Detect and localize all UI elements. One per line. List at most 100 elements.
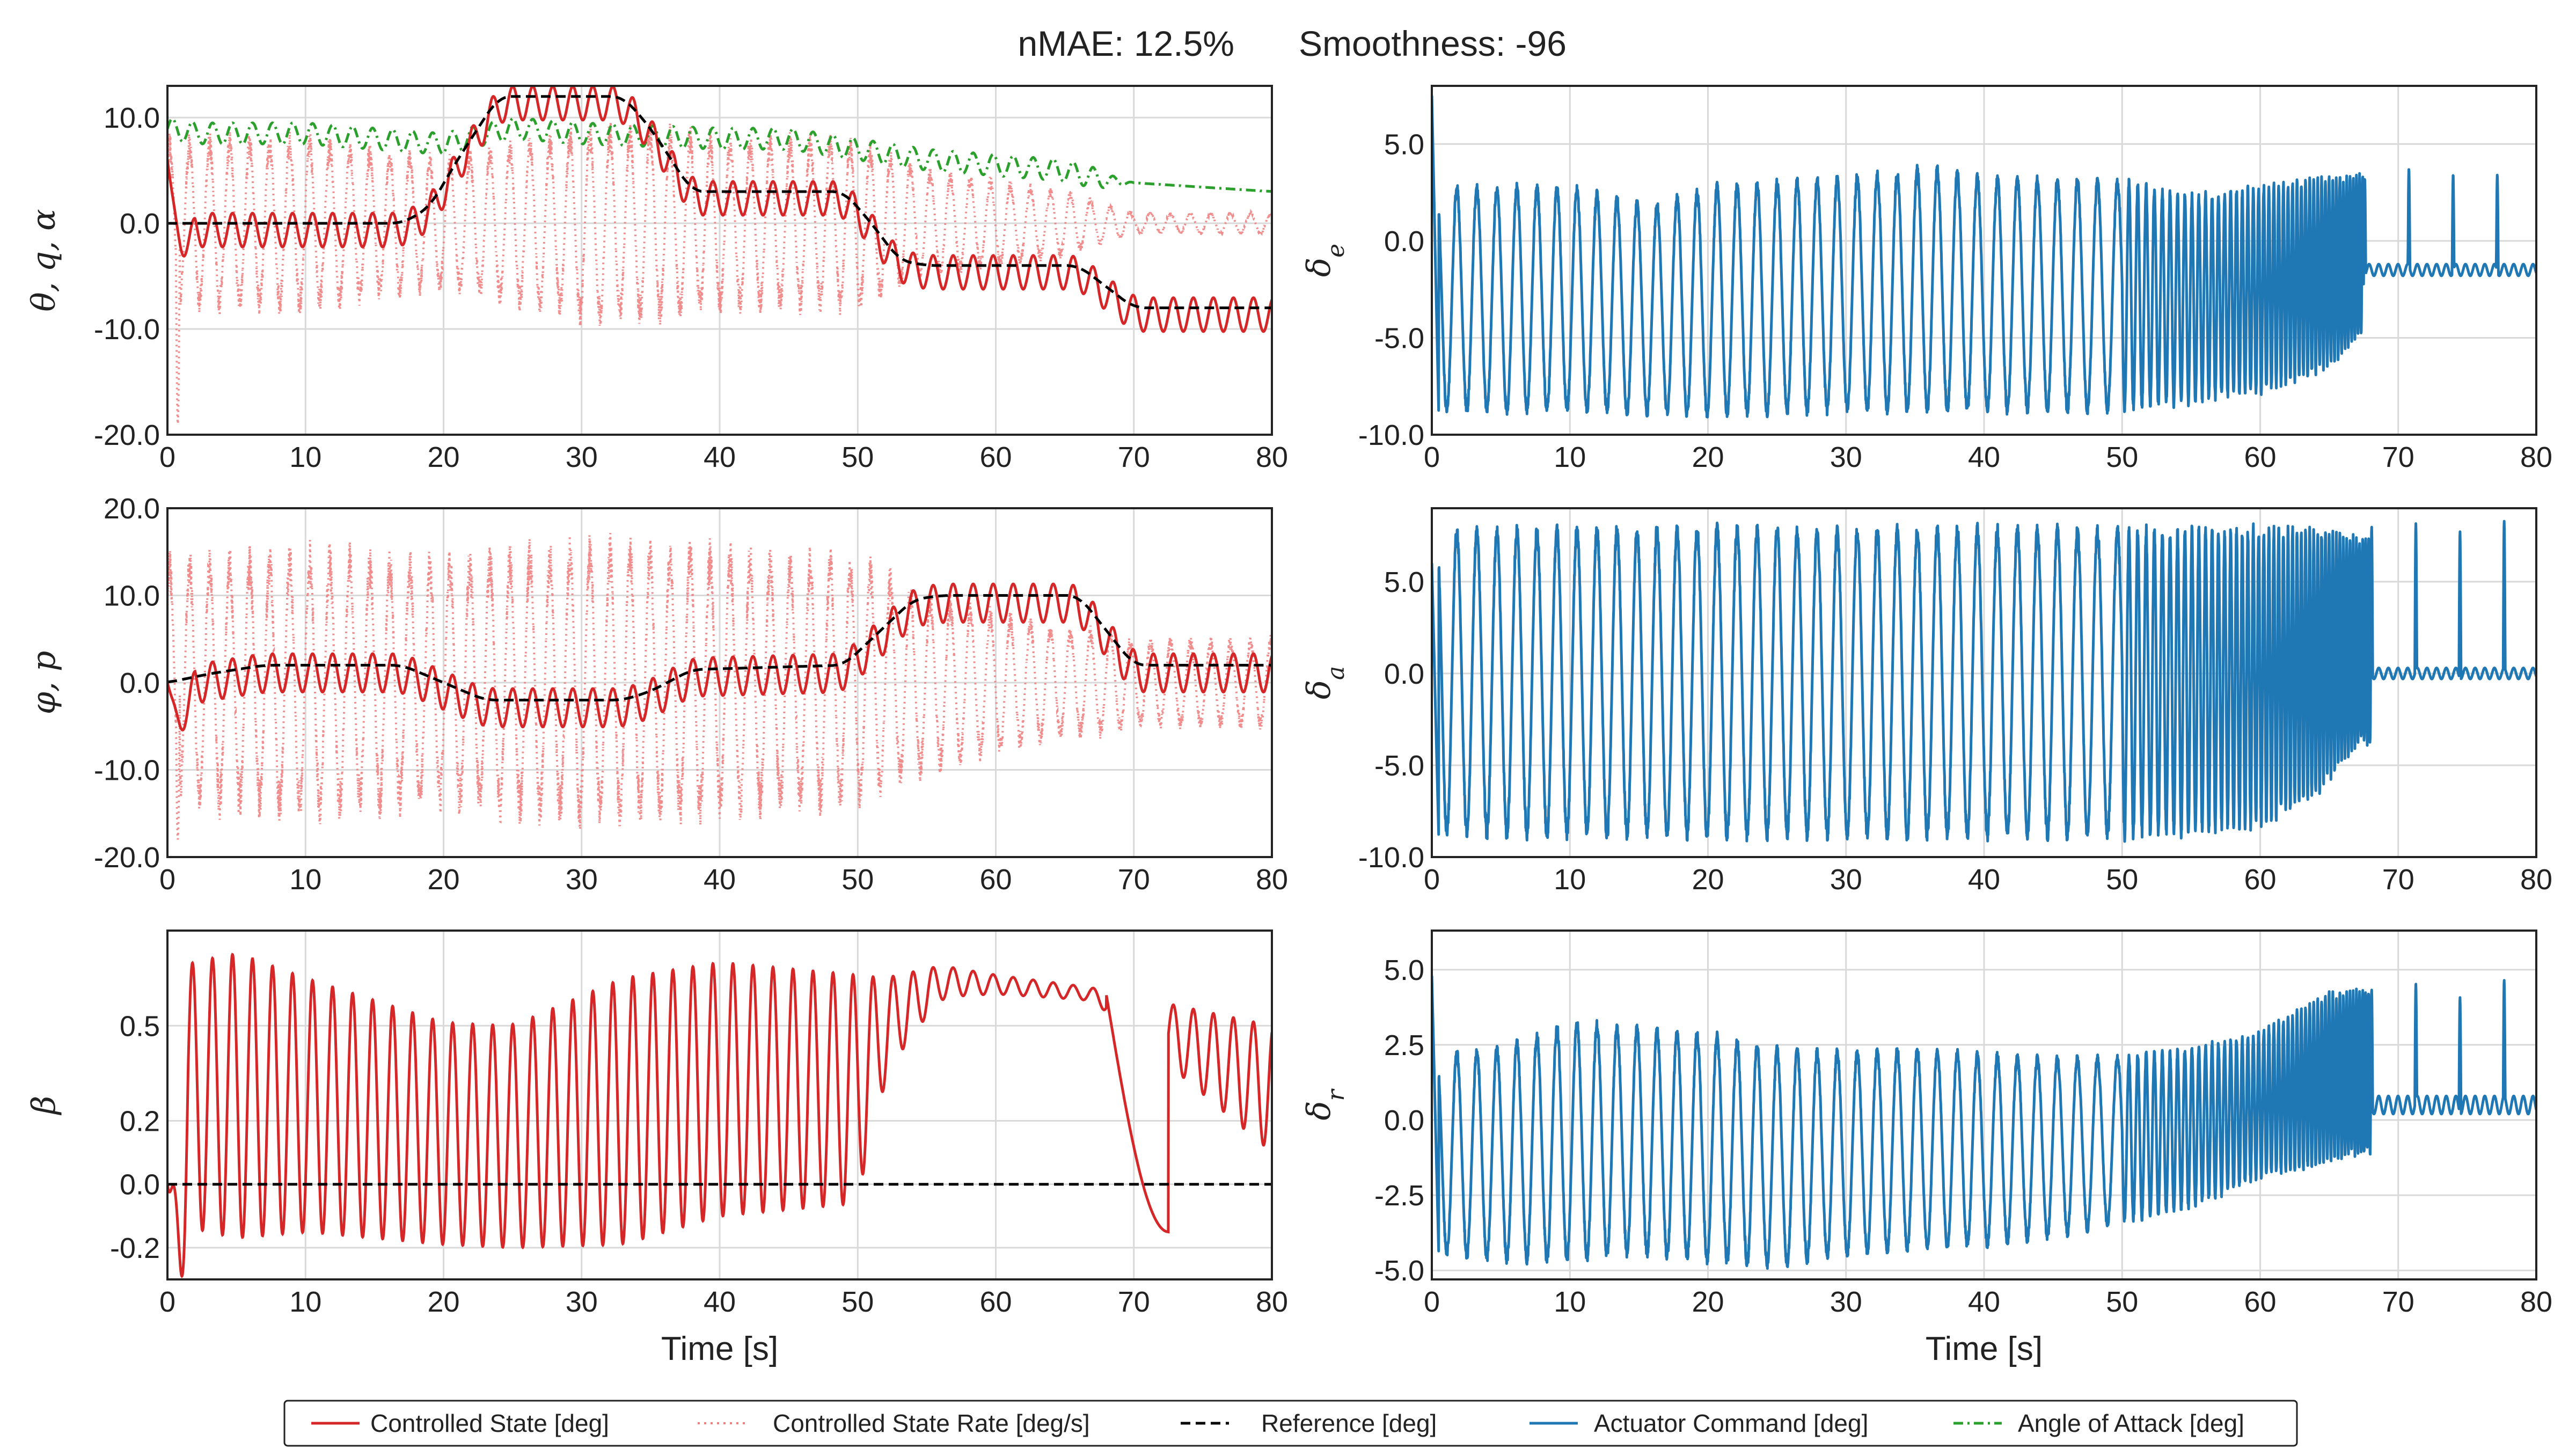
y-tick-label: 0.0 xyxy=(120,208,160,240)
x-tick-label: 80 xyxy=(2520,863,2552,896)
panel-delta-r: -5.0 -2.5 0.0 2.5 5.0 0 10 20 30 40 50 60 70 80 δr Time… xyxy=(1300,930,2552,1367)
y-axis-label: β xyxy=(25,1096,63,1116)
x-tick-label: 70 xyxy=(1118,863,1150,896)
grid-beta xyxy=(166,931,1273,1279)
y-axis-label: θ, q, α xyxy=(25,209,63,311)
x-tick-label: 30 xyxy=(566,1286,598,1318)
x-tick-label: 20 xyxy=(1692,863,1724,896)
panel-delta-e: -10.0 -5.0 0.0 5.0 0 10 20 30 40 50 60 70 80 δe xyxy=(1300,85,2552,473)
x-tick-label: 0 xyxy=(159,863,175,896)
y-tick-label: -2.5 xyxy=(1374,1180,1424,1212)
x-tick-label: 50 xyxy=(841,863,874,896)
y-tick-label: 10.0 xyxy=(104,580,160,612)
series-reference-line xyxy=(167,594,1272,701)
axes-frame xyxy=(1431,930,2537,1280)
plot-area-delta-a xyxy=(1432,519,2536,843)
x-tick-label: 10 xyxy=(289,441,321,473)
y-tick-label: 20.0 xyxy=(104,493,160,525)
x-tick-label: 50 xyxy=(2106,863,2138,896)
panel-theta-q-alpha: -20.0 -10.0 0.0 10.0 0 10 20 30 40 50 60 70 80 θ, q, … xyxy=(25,85,1288,473)
y-tick-label: 0.5 xyxy=(120,1010,160,1042)
y-tick-label: -0.2 xyxy=(110,1232,160,1264)
x-axis-label: Time [s] xyxy=(1926,1330,2043,1367)
axes-frame xyxy=(1431,507,2537,858)
smoothness-metric: Smoothness: -96 xyxy=(1299,24,1567,63)
legend-frame xyxy=(283,1400,2298,1447)
x-tick-label: 70 xyxy=(1118,441,1150,473)
y-tick-label: -5.0 xyxy=(1374,322,1424,354)
x-tick-label: 70 xyxy=(2382,441,2414,473)
axes-frame xyxy=(166,930,1273,1280)
x-tick-label: 20 xyxy=(427,441,459,473)
legend-entry-reference: Reference [deg] xyxy=(1181,1409,1437,1437)
legend-label-reference: Reference [deg] xyxy=(1261,1409,1437,1437)
x-tick-label: 80 xyxy=(2520,1286,2552,1318)
legend: Controlled State [deg] Controlled State … xyxy=(283,1400,2298,1447)
y-tick-label: -10.0 xyxy=(1358,841,1424,874)
x-tick-label: 50 xyxy=(841,1286,874,1318)
x-axis-label: Time [s] xyxy=(661,1330,778,1367)
x-tick-label: 10 xyxy=(1554,441,1586,473)
series-rate-line xyxy=(167,121,1272,425)
legend-entry-actuator: Actuator Command [deg] xyxy=(1529,1409,1868,1437)
y-tick-label: 0.0 xyxy=(120,1169,160,1201)
x-tick-label: 80 xyxy=(1256,863,1288,896)
nmae-metric: nMAE: 12.5% xyxy=(1018,24,1234,63)
plot-area-delta-e xyxy=(1432,96,2536,419)
legend-label-actuator: Actuator Command [deg] xyxy=(1594,1409,1868,1437)
series-state-line xyxy=(167,86,1272,333)
x-tick-label: 40 xyxy=(1968,441,2000,473)
y-tick-label: -5.0 xyxy=(1374,750,1424,782)
x-tick-label: 60 xyxy=(979,1286,1012,1318)
y-tick-label: 0.0 xyxy=(1384,1104,1424,1137)
x-tick-label: 40 xyxy=(1968,863,2000,896)
series-beta-line xyxy=(167,953,1272,1278)
x-tick-label: 20 xyxy=(1692,1286,1724,1318)
panel-delta-a: -10.0 -5.0 0.0 5.0 0 10 20 30 40 50 60 70 80 δa xyxy=(1300,507,2552,896)
y-tick-label: -20.0 xyxy=(94,841,160,874)
x-tick-label: 30 xyxy=(1830,441,1862,473)
x-tick-label: 0 xyxy=(1424,441,1440,473)
legend-label-alpha: Angle of Attack [deg] xyxy=(2018,1409,2244,1437)
axes-frame xyxy=(1431,85,2537,436)
x-tick-label: 10 xyxy=(289,863,321,896)
x-tick-label: 10 xyxy=(1554,863,1586,896)
x-tick-label: 30 xyxy=(1830,1286,1862,1318)
axes-frame xyxy=(166,85,1273,436)
axes-frame xyxy=(166,507,1273,858)
legend-label-controlled-rate: Controlled State Rate [deg/s] xyxy=(773,1409,1090,1437)
y-tick-label: 10.0 xyxy=(104,102,160,134)
grid-theta-q-alpha xyxy=(166,86,1273,436)
x-tick-label: 0 xyxy=(1424,1286,1440,1318)
legend-entry-controlled-state: Controlled State [deg] xyxy=(311,1409,609,1437)
series-actuator-line xyxy=(1432,976,2536,1270)
x-tick-label: 30 xyxy=(566,863,598,896)
x-tick-label: 40 xyxy=(1968,1286,2000,1318)
y-tick-label: 5.0 xyxy=(1384,128,1424,160)
y-tick-label: 0.0 xyxy=(1384,658,1424,690)
plot-area-theta-q-alpha xyxy=(167,86,1272,425)
x-tick-label: 0 xyxy=(1424,863,1440,896)
y-tick-label: 5.0 xyxy=(1384,566,1424,598)
x-tick-label: 80 xyxy=(1256,1286,1288,1318)
plot-area-phi-p xyxy=(167,533,1272,840)
x-tick-label: 50 xyxy=(841,441,874,473)
y-tick-label: 0.2 xyxy=(120,1106,160,1138)
x-tick-label: 70 xyxy=(2382,1286,2414,1318)
series-actuator-line xyxy=(1432,96,2536,419)
series-alpha-line xyxy=(167,117,1272,193)
y-tick-label: -20.0 xyxy=(94,419,160,451)
x-tick-label: 60 xyxy=(2244,863,2276,896)
x-tick-label: 20 xyxy=(427,863,459,896)
x-tick-label: 0 xyxy=(159,441,175,473)
x-tick-label: 80 xyxy=(2520,441,2552,473)
x-tick-label: 80 xyxy=(1256,441,1288,473)
y-axis-label: δe xyxy=(1300,244,1350,277)
x-tick-label: 70 xyxy=(1118,1286,1150,1318)
y-tick-label: 0.0 xyxy=(1384,225,1424,258)
y-tick-label: -10.0 xyxy=(94,755,160,787)
series-reference-line xyxy=(167,95,1272,310)
x-tick-label: 60 xyxy=(2244,1286,2276,1318)
x-tick-label: 40 xyxy=(704,1286,736,1318)
